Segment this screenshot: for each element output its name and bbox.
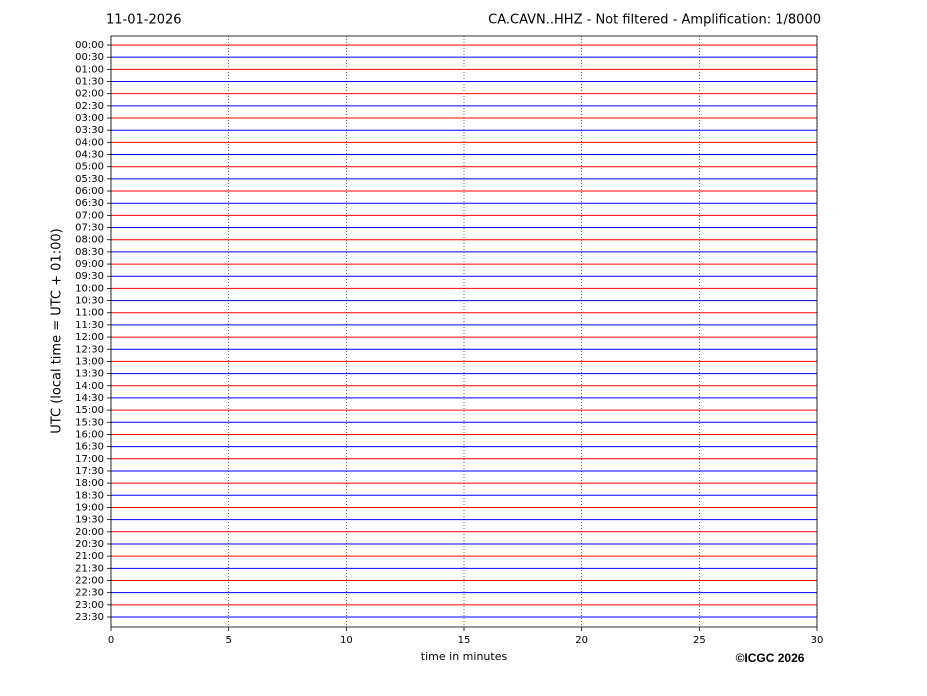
y-tick-label: 12:00 xyxy=(75,332,104,343)
y-tick-label: 18:30 xyxy=(75,490,104,501)
y-tick-label: 02:30 xyxy=(75,101,104,112)
y-tick-label: 00:00 xyxy=(75,40,104,51)
y-tick-label: 16:00 xyxy=(75,429,104,440)
y-tick-label: 08:00 xyxy=(75,235,104,246)
y-tick-label: 08:30 xyxy=(75,247,104,258)
x-tick-label: 10 xyxy=(340,635,353,646)
y-tick-label: 05:30 xyxy=(75,174,104,185)
y-tick-label: 01:00 xyxy=(75,64,104,75)
y-tick-label: 23:00 xyxy=(75,600,104,611)
y-tick-label: 19:00 xyxy=(75,502,104,513)
y-tick-label: 21:30 xyxy=(75,563,104,574)
y-tick-label: 17:00 xyxy=(75,454,104,465)
y-tick-label: 06:00 xyxy=(75,186,104,197)
y-tick-label: 00:30 xyxy=(75,52,104,63)
chart-date: 11-01-2026 xyxy=(106,13,182,28)
chart-title: CA.CAVN..HHZ - Not filtered - Amplificat… xyxy=(488,13,821,28)
y-tick-label: 13:30 xyxy=(75,369,104,380)
y-tick-label: 18:00 xyxy=(75,478,104,489)
y-tick-label: 13:00 xyxy=(75,356,104,367)
y-tick-label: 15:30 xyxy=(75,417,104,428)
y-tick-label: 20:00 xyxy=(75,527,104,538)
y-tick-label: 10:30 xyxy=(75,296,104,307)
y-axis-label: UTC (local time = UTC + 01:00) xyxy=(50,228,65,433)
y-tick-label: 12:30 xyxy=(75,344,104,355)
y-tick-label: 09:00 xyxy=(75,259,104,270)
y-tick-label: 15:00 xyxy=(75,405,104,416)
plot-frame xyxy=(110,35,818,628)
y-tick-label: 22:00 xyxy=(75,575,104,586)
y-tick-label: 04:00 xyxy=(75,137,104,148)
y-tick-label: 09:30 xyxy=(75,271,104,282)
y-tick-label: 11:00 xyxy=(75,308,104,319)
x-tick-label: 0 xyxy=(108,635,114,646)
y-tick-label: 03:30 xyxy=(75,125,104,136)
y-tick-label: 04:30 xyxy=(75,150,104,161)
y-tick-label: 07:00 xyxy=(75,210,104,221)
y-tick-label: 03:00 xyxy=(75,113,104,124)
x-tick-label: 15 xyxy=(458,635,471,646)
y-tick-label: 10:00 xyxy=(75,283,104,294)
x-tick-label: 5 xyxy=(225,635,231,646)
y-tick-label: 19:30 xyxy=(75,515,104,526)
y-tick-label: 14:00 xyxy=(75,381,104,392)
y-tick-label: 23:30 xyxy=(75,612,104,623)
x-tick-label: 20 xyxy=(575,635,588,646)
y-tick-label: 20:30 xyxy=(75,539,104,550)
x-tick-label: 25 xyxy=(693,635,706,646)
y-tick-label: 02:00 xyxy=(75,89,104,100)
y-tick-label: 11:30 xyxy=(75,320,104,331)
y-tick-label: 01:30 xyxy=(75,77,104,88)
y-tick-label: 14:30 xyxy=(75,393,104,404)
y-tick-label: 05:00 xyxy=(75,162,104,173)
y-tick-label: 21:00 xyxy=(75,551,104,562)
credit: ©ICGC 2026 xyxy=(736,651,805,665)
y-tick-label: 22:30 xyxy=(75,588,104,599)
x-axis-label: time in minutes xyxy=(421,650,508,663)
y-tick-label: 16:30 xyxy=(75,442,104,453)
y-tick-label: 17:30 xyxy=(75,466,104,477)
y-tick-label: 07:30 xyxy=(75,223,104,234)
x-tick-label: 30 xyxy=(811,635,824,646)
y-tick-label: 06:30 xyxy=(75,198,104,209)
